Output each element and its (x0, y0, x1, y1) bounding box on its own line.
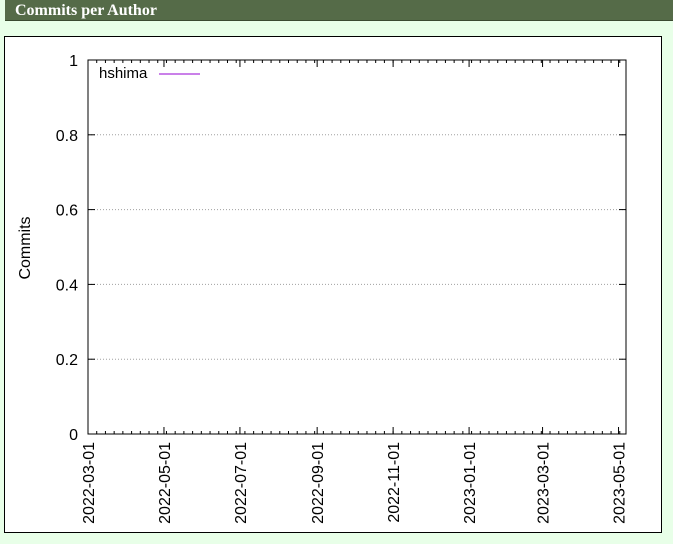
x-tick-label: 2023-05-01 (612, 442, 629, 524)
x-tick-label: 2022-05-01 (157, 442, 174, 524)
labels-layer: 0 0.2 0.4 0.6 0.8 1 2022-03-01 2022-05-01 2022-0… (56, 53, 629, 524)
legend-layer: hshima (99, 65, 200, 82)
y-tick-label: 0.2 (56, 352, 78, 369)
x-tick-label: 2022-07-01 (233, 442, 250, 524)
y-tick-label: 1 (69, 53, 78, 70)
commits-chart: 0 0.2 0.4 0.6 0.8 1 2022-03-01 2022-05-01 2022-0… (17, 53, 629, 524)
x-tick-label: 2022-03-01 (81, 442, 98, 524)
axes-layer (87, 59, 627, 435)
legend-label: hshima (99, 65, 148, 82)
y-tick-label: 0.4 (56, 277, 78, 294)
grid-layer (88, 134, 626, 360)
minor-ticks-layer (87, 60, 621, 434)
plot-border (87, 59, 627, 435)
x-tick-label: 2023-01-01 (462, 442, 479, 524)
y-tick-label: 0.6 (56, 203, 78, 220)
x-tick-label: 2022-09-01 (310, 442, 327, 524)
section-title: Commits per Author (15, 2, 157, 19)
y-tick-label: 0 (69, 427, 78, 444)
section-header: Commits per Author (5, 0, 673, 21)
chart-frame: 0 0.2 0.4 0.6 0.8 1 2022-03-01 2022-05-01 2022-0… (4, 36, 662, 533)
x-tick-label: 2023-03-01 (536, 442, 553, 524)
y-axis-label: Commits (17, 216, 34, 279)
x-tick-label: 2022-11-01 (386, 442, 403, 523)
y-tick-label: 0.8 (56, 128, 78, 145)
